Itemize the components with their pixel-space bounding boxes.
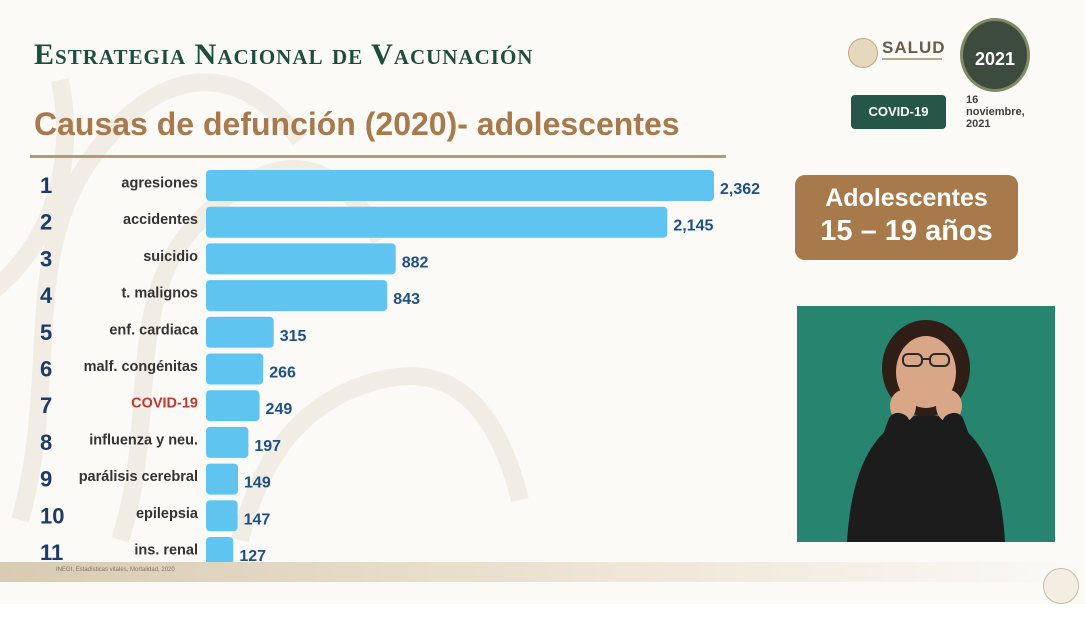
category-label: t. malignos (121, 286, 198, 302)
value-label: 882 (402, 254, 429, 271)
bar-11 (206, 537, 234, 568)
bar-4 (206, 280, 388, 312)
age-range-label: 15 – 19 años (820, 215, 993, 247)
rank-label: 9 (40, 467, 52, 492)
footer-band (0, 562, 1085, 582)
value-label: 315 (280, 328, 307, 345)
value-label: 843 (393, 291, 420, 308)
causes-bar-chart: 1 agresiones 2,362 2 accidentes 2,145 3 suicidi… (40, 170, 760, 568)
category-label: COVID-19 (131, 396, 198, 412)
rank-label: 4 (40, 283, 53, 308)
seal-icon (848, 38, 878, 68)
category-label: parálisis cerebral (79, 469, 198, 485)
bar-5 (206, 316, 274, 348)
bar-7 (206, 390, 260, 422)
source-note: INEGI, Estadísticas vitales, Mortalidad,… (56, 567, 175, 573)
bar-1 (206, 170, 714, 201)
value-label: 2,145 (673, 218, 713, 235)
covid-badge: COVID-19 (851, 95, 946, 129)
value-label: 197 (254, 438, 281, 455)
date-label: 16 noviembre, 2021 (966, 94, 1046, 130)
rank-label: 7 (40, 393, 52, 418)
category-label: suicidio (143, 249, 198, 265)
date-month: noviembre, (966, 106, 1025, 118)
salud-logo: SALUD (848, 36, 948, 70)
bottom-seal-icon (1043, 568, 1079, 604)
rank-label: 10 (40, 503, 64, 528)
salud-underline (882, 58, 942, 60)
rank-label: 2 (40, 210, 52, 235)
category-label: epilepsia (136, 506, 199, 522)
date-year: 2021 (966, 118, 991, 130)
age-group-label: Adolescentes (825, 184, 988, 212)
date-day: 16 (966, 94, 979, 106)
value-label: 147 (244, 511, 271, 528)
rank-label: 3 (40, 246, 52, 271)
rank-label: 5 (40, 320, 52, 345)
chart-subtitle: Causas de defunción (2020)- adolescentes (34, 106, 680, 142)
title-divider (30, 155, 726, 158)
bar-9 (206, 463, 239, 495)
rank-label: 1 (40, 173, 52, 198)
bottom-strip (0, 604, 1085, 620)
bar-10 (206, 500, 238, 532)
bar-2 (206, 206, 668, 238)
year-badge: 2021 (960, 18, 1030, 92)
rank-label: 11 (40, 540, 63, 565)
category-label: agresiones (121, 176, 198, 192)
category-label: malf. congénitas (84, 359, 198, 375)
value-label: 249 (266, 401, 293, 418)
bar-3 (206, 243, 396, 275)
interpreter-figure (847, 320, 1005, 542)
category-label: accidentes (123, 212, 198, 228)
value-label: 266 (269, 365, 296, 382)
sign-language-interpreter (797, 306, 1055, 542)
value-label: 149 (244, 475, 271, 492)
rank-label: 8 (40, 430, 52, 455)
page-title: Estrategia Nacional de Vacunación (34, 38, 534, 71)
rank-label: 6 (40, 357, 52, 382)
bar-6 (206, 353, 264, 385)
year-badge-label: 2021 (974, 49, 1016, 69)
age-group-box: Adolescentes 15 – 19 años (795, 175, 1018, 260)
category-label: enf. cardiaca (109, 322, 199, 338)
bar-8 (206, 426, 249, 458)
value-label: 127 (239, 548, 266, 565)
value-label: 2,362 (720, 181, 760, 198)
category-label: influenza y neu. (89, 432, 198, 448)
salud-label: SALUD (882, 38, 946, 57)
category-label: ins. renal (134, 543, 198, 559)
